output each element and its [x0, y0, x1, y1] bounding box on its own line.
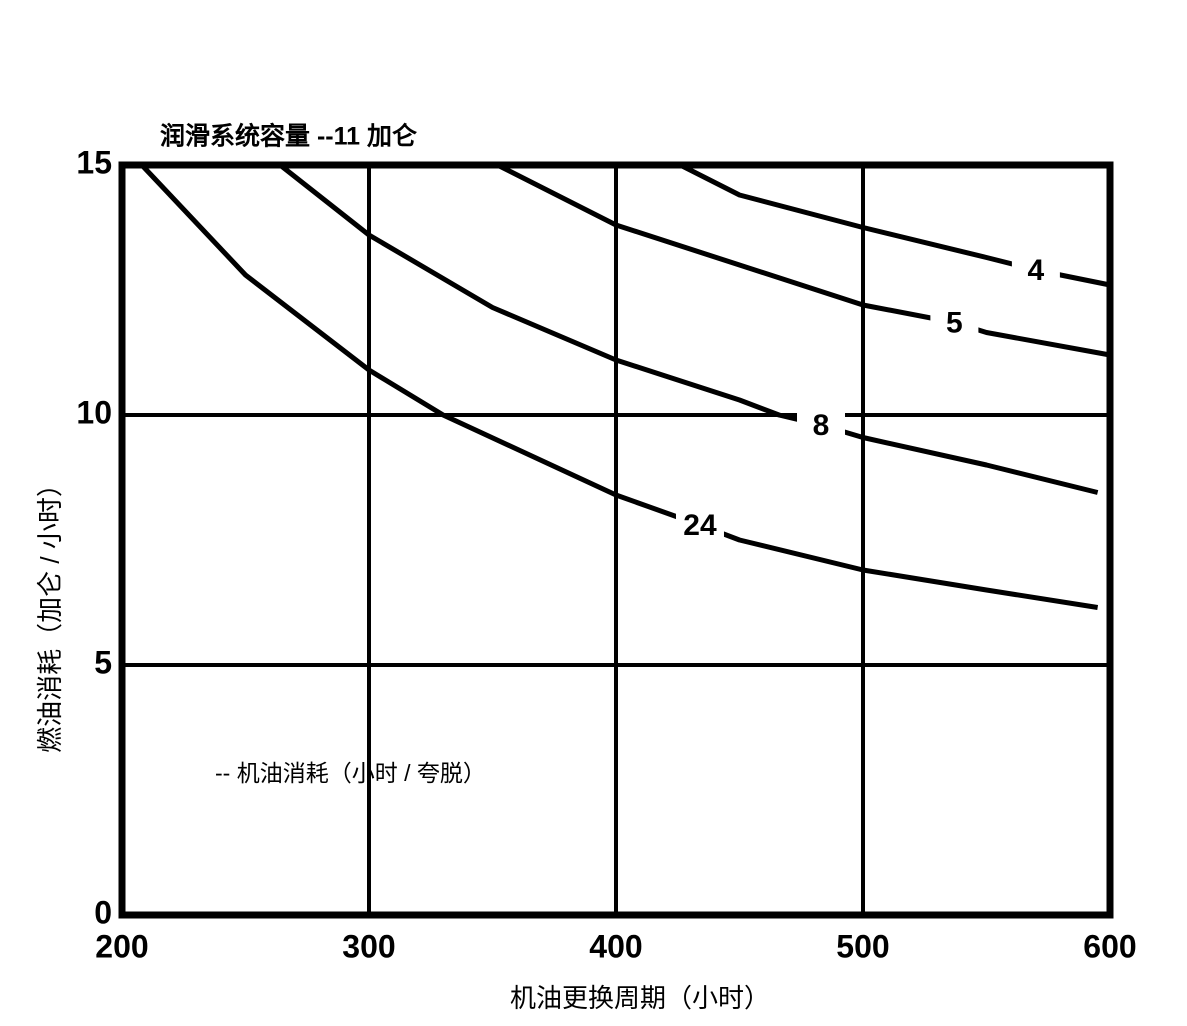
label-backing: [930, 304, 979, 341]
series-label: 4: [1028, 254, 1045, 287]
plot-frame: [118, 161, 1114, 919]
curve: [139, 163, 1099, 610]
curve: [496, 162, 1111, 358]
y-axis-label: 燃油消耗（加仑 / 小时）: [35, 471, 65, 753]
label-backing: [797, 407, 846, 443]
series-label: 5: [946, 306, 963, 339]
x-tick-label: 500: [836, 928, 889, 964]
series-label: 8: [813, 409, 830, 442]
series-label: 24: [683, 509, 717, 542]
x-tick-label: 400: [589, 928, 642, 964]
label-backing: [1011, 252, 1060, 288]
chart-title: 润滑系统容量 --11 加仑: [160, 122, 418, 151]
x-axis-label: 机油更换周期（小时）: [510, 983, 770, 1013]
y-tick-label: 15: [76, 144, 112, 180]
y-tick-label: 10: [76, 394, 112, 430]
curve: [278, 163, 1099, 495]
x-tick-label: 600: [1083, 928, 1136, 964]
annotation: -- 机油消耗（小时 / 夸脱）: [215, 760, 486, 786]
label-backing: [675, 507, 724, 543]
y-tick-label: 0: [94, 894, 112, 930]
x-tick-label: 300: [342, 928, 395, 964]
x-tick-label: 200: [95, 928, 148, 964]
y-tick-label: 5: [94, 644, 112, 680]
